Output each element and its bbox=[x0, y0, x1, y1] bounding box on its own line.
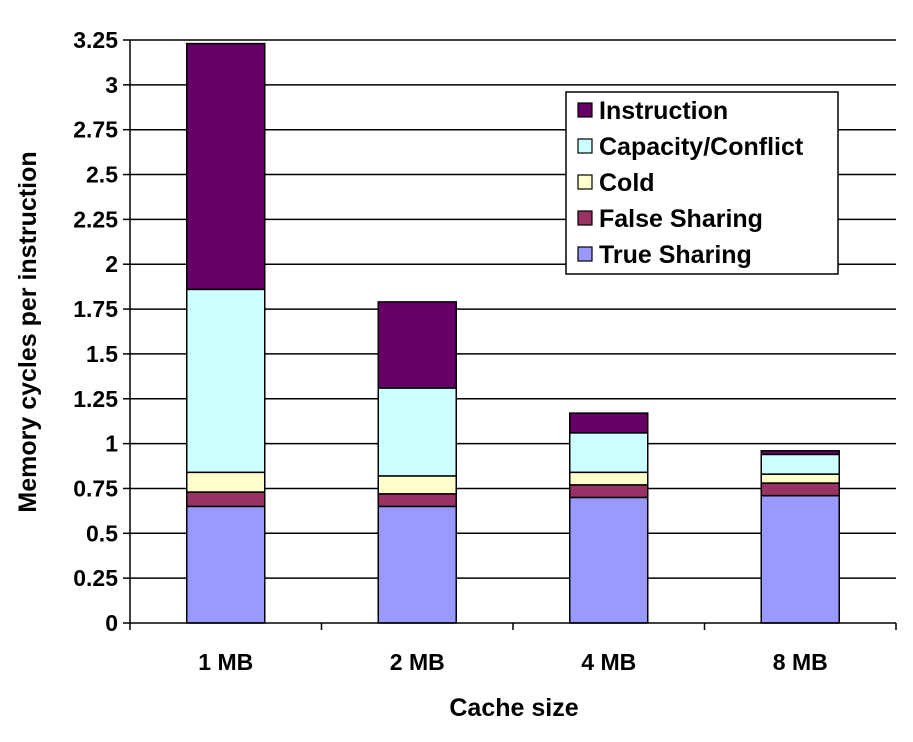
y-tick-label: 1.75 bbox=[73, 296, 118, 322]
x-tick-label: 8 MB bbox=[773, 649, 828, 675]
legend-swatch bbox=[577, 210, 593, 226]
y-axis-label: Memory cycles per instruction bbox=[14, 151, 42, 512]
bar-segment bbox=[569, 496, 649, 624]
bar-segment bbox=[760, 494, 840, 624]
y-tick-label: 1.5 bbox=[86, 341, 118, 367]
y-tick-label: 2.5 bbox=[86, 162, 118, 188]
bar-segment bbox=[569, 471, 649, 486]
bar-segment bbox=[186, 42, 266, 291]
y-tick-label: 0.5 bbox=[86, 520, 118, 546]
y-tick-label: 3 bbox=[105, 72, 118, 98]
y-tick-label: 0.25 bbox=[73, 565, 118, 591]
y-tick-label: 3.25 bbox=[73, 27, 118, 53]
legend-label: False Sharing bbox=[599, 205, 763, 233]
y-tick-label: 0 bbox=[105, 610, 118, 636]
bar-segment bbox=[760, 482, 840, 497]
x-tick-label: 4 MB bbox=[581, 649, 636, 675]
legend: Instruction Capacity/Conflict Cold False Sh… bbox=[565, 91, 839, 275]
legend-swatch bbox=[577, 138, 593, 154]
bar-segment bbox=[186, 491, 266, 508]
x-tick-label: 2 MB bbox=[390, 649, 445, 675]
bar-segment bbox=[186, 288, 266, 474]
legend-label: Instruction bbox=[599, 97, 728, 125]
bar-segment bbox=[760, 473, 840, 484]
y-tick-label: 2.75 bbox=[73, 117, 118, 143]
bar-segment bbox=[377, 475, 457, 495]
y-tick-label: 2.25 bbox=[73, 206, 118, 232]
y-tick-label: 0.75 bbox=[73, 475, 118, 501]
x-tick-labels: 1 MB 2 MB 4 MB 8 MB bbox=[198, 649, 827, 675]
y-tick-label: 2 bbox=[105, 251, 118, 277]
x-tick-label: 1 MB bbox=[198, 649, 253, 675]
y-tick-label: 1.25 bbox=[73, 386, 118, 412]
bar-segment bbox=[186, 505, 266, 624]
bar-segment bbox=[186, 471, 266, 493]
bar-segment bbox=[377, 493, 457, 508]
legend-label: Capacity/Conflict bbox=[599, 133, 804, 161]
bar-segment bbox=[569, 484, 649, 499]
bar-segment bbox=[377, 387, 457, 477]
y-tick-label: 1 bbox=[105, 431, 118, 457]
legend-label: Cold bbox=[599, 169, 655, 197]
bar-segment bbox=[760, 450, 840, 456]
bar-segment bbox=[569, 412, 649, 434]
bar-segment bbox=[377, 505, 457, 624]
bar-segment bbox=[760, 453, 840, 475]
legend-swatch bbox=[577, 246, 593, 262]
legend-swatch bbox=[577, 102, 593, 118]
axes bbox=[123, 39, 897, 630]
y-tick-labels: 0 0.25 0.5 0.75 1 1.25 1.5 1.75 2 2.25 2.5 2.75 3 3.2… bbox=[73, 27, 118, 636]
x-axis-label: Cache size bbox=[449, 694, 578, 722]
bars bbox=[186, 42, 840, 624]
bar-segment bbox=[377, 301, 457, 389]
legend-box bbox=[565, 91, 839, 275]
legend-swatch bbox=[577, 174, 593, 190]
bar-segment bbox=[569, 432, 649, 474]
legend-label: True Sharing bbox=[599, 241, 752, 269]
